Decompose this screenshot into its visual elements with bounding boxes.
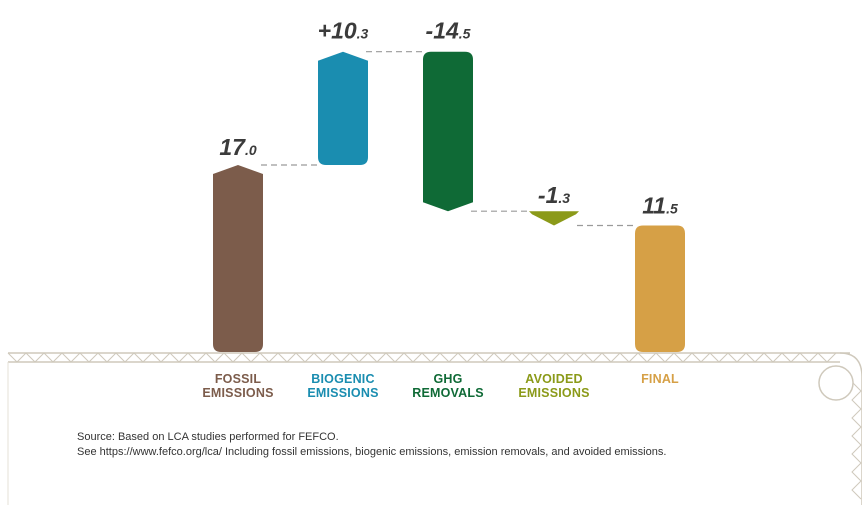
- connector-lines: [261, 51, 637, 227]
- category-label-line: REMOVALS: [412, 386, 484, 400]
- bar-fossil: [213, 165, 263, 352]
- value-main-removals: -14: [426, 18, 459, 44]
- value-decimal-final: .5: [666, 201, 678, 217]
- value-decimal-avoided: .3: [558, 190, 570, 206]
- value-label-biogenic: +10.3: [318, 18, 369, 44]
- category-label-line: GHG: [433, 372, 463, 386]
- frame-circle: [818, 365, 854, 401]
- category-label-line: BIOGENIC: [311, 372, 375, 386]
- category-label-final: FINAL: [605, 372, 715, 386]
- category-label-line: FOSSIL: [214, 372, 262, 386]
- bar-final: [635, 225, 685, 352]
- value-label-avoided: -1.3: [538, 182, 570, 208]
- value-main-avoided: -1: [538, 182, 558, 208]
- bar-avoided: [529, 211, 579, 226]
- category-label-line: EMISSIONS: [202, 386, 274, 400]
- value-decimal-removals: .5: [459, 26, 471, 42]
- value-main-biogenic: +10: [318, 18, 357, 44]
- source-line-1: Source: Based on LCA studies performed f…: [77, 431, 339, 443]
- value-label-removals: -14.5: [426, 18, 471, 44]
- bar-biogenic: [318, 51, 368, 166]
- category-label-line: EMISSIONS: [518, 386, 590, 400]
- ground-zigzag: [7, 352, 837, 363]
- frame-zigzag: [851, 381, 862, 500]
- category-label-biogenic: BIOGENIC EMISSIONS: [288, 372, 398, 400]
- value-label-final: 11.5: [642, 193, 678, 219]
- category-label-line: AVOIDED: [525, 372, 583, 386]
- value-label-fossil: 17.0: [219, 134, 256, 160]
- value-labels: 17.0+10.3 -14.5-1.3 11.5: [219, 18, 678, 219]
- category-label-fossil: FOSSIL EMISSIONS: [183, 372, 293, 400]
- bar-removals: [423, 51, 473, 212]
- source-line-2: See https://www.fefco.org/lca/ Including…: [77, 446, 667, 458]
- value-main-final: 11: [642, 193, 666, 219]
- bars-group: [213, 51, 685, 352]
- category-label-line: EMISSIONS: [307, 386, 379, 400]
- value-main-fossil: 17: [219, 134, 246, 160]
- ground-decoration: [7, 352, 862, 505]
- category-label-removals: GHG REMOVALS: [393, 372, 503, 400]
- value-decimal-biogenic: .3: [357, 26, 369, 42]
- category-label-avoided: AVOIDED EMISSIONS: [499, 372, 609, 400]
- value-decimal-fossil: .0: [245, 142, 257, 158]
- category-label-line: FINAL: [641, 372, 679, 386]
